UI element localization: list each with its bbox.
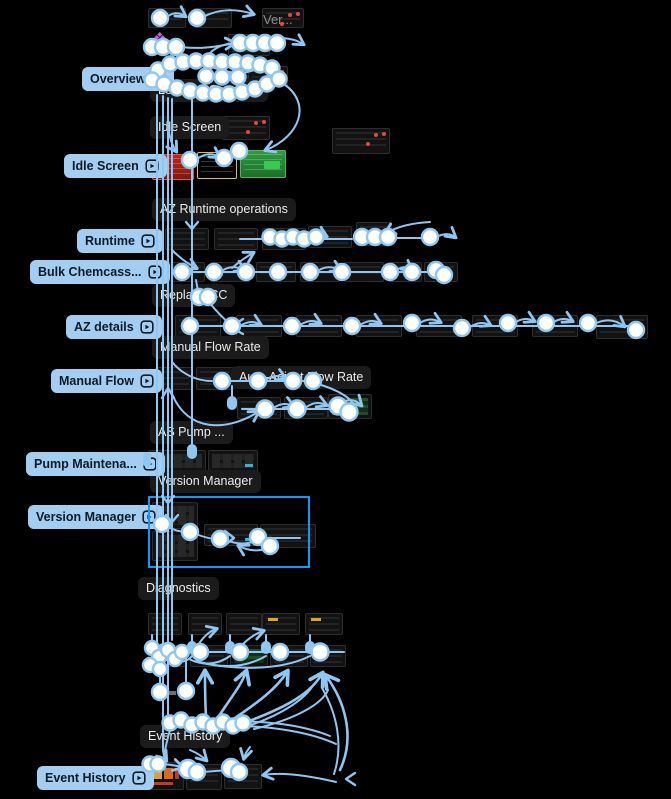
- frame-title[interactable]: ...: [170, 33, 181, 47]
- section-label-manual-flow-rate[interactable]: Manual Flow Rate: [152, 336, 269, 359]
- screen-thumbnail[interactable]: [472, 315, 518, 337]
- screen-thumbnail[interactable]: [148, 613, 182, 635]
- component-icon: ❖: [153, 30, 167, 47]
- screen-thumbnail[interactable]: [148, 645, 186, 667]
- screen-thumbnail[interactable]: [262, 8, 304, 28]
- mini-content-dot: [180, 691, 184, 695]
- flow-badge-pump-maintenance[interactable]: Pump Maintena...: [26, 452, 165, 476]
- screen-thumbnail[interactable]: [532, 315, 578, 337]
- flow-badge-version-manager[interactable]: Version Manager: [28, 505, 165, 529]
- screen-thumbnail[interactable]: [148, 8, 186, 28]
- screen-thumbnail[interactable]: [296, 315, 342, 337]
- section-label-auto-adjust-flow-rate[interactable]: Auto-Adjust Flow Rate: [231, 366, 372, 389]
- flow-badge-label: Pump Maintena...: [34, 456, 137, 471]
- screen-thumbnail[interactable]: [300, 262, 340, 282]
- flow-badge-label: Version Manager: [36, 509, 137, 524]
- screen-thumbnail[interactable]: [186, 764, 222, 790]
- flow-icon: [140, 320, 154, 334]
- flow-icon: [151, 72, 166, 86]
- flow-badge-label: Overview: [90, 71, 146, 86]
- section-label-replace-cc[interactable]: Replace CC: [152, 284, 236, 307]
- flow-badge-event-history[interactable]: Event History: [37, 766, 154, 790]
- screen-thumbnail[interactable]: [310, 645, 346, 667]
- flow-icon: [143, 457, 157, 471]
- flow-badge-label: Manual Flow: [59, 373, 134, 388]
- section-label-as-pump[interactable]: AS Pump ...: [150, 421, 233, 444]
- screen-thumbnail[interactable]: [210, 262, 250, 282]
- selection-box: [148, 496, 310, 568]
- flow-badge-overview[interactable]: Overview: [82, 67, 174, 91]
- frame-title[interactable]: Ver...: [263, 12, 293, 27]
- flow-icon: [147, 265, 162, 279]
- screen-thumbnail[interactable]: [190, 645, 228, 667]
- screen-thumbnail[interactable]: [308, 226, 352, 248]
- flow-badge-runtime[interactable]: Runtime: [77, 229, 163, 253]
- flow-badge-label: Runtime: [85, 233, 135, 248]
- screen-thumbnail[interactable]: [188, 613, 222, 635]
- screen-thumbnail[interactable]: [332, 128, 390, 154]
- frame-title[interactable]: Ve: [168, 47, 183, 61]
- screen-thumbnail[interactable]: [328, 394, 372, 419]
- screen-thumbnail[interactable]: [165, 228, 209, 250]
- flow-badge-az-details[interactable]: AZ details: [66, 315, 162, 339]
- screen-thumbnail[interactable]: [416, 315, 462, 337]
- screen-thumbnail[interactable]: [236, 315, 282, 337]
- screen-thumbnail[interactable]: [226, 613, 262, 635]
- screen-thumbnail[interactable]: [208, 450, 258, 472]
- section-label-az-runtime-operations[interactable]: AZ Runtime operations: [152, 198, 296, 221]
- screen-thumbnail[interactable]: [222, 116, 270, 140]
- flow-badge-bulk-chemcass[interactable]: Bulk Chemcass...: [30, 260, 170, 284]
- screen-thumbnail[interactable]: [262, 228, 306, 250]
- flow-badge-label: AZ details: [74, 319, 134, 334]
- flow-badge-idle-screen[interactable]: Idle Screen: [64, 154, 167, 178]
- idle-screen-amber-thumbnail[interactable]: [197, 152, 237, 179]
- screen-thumbnail[interactable]: [356, 222, 392, 246]
- screen-thumbnail[interactable]: [305, 613, 343, 635]
- screen-thumbnail[interactable]: [262, 613, 300, 635]
- flow-badge-manual-flow[interactable]: Manual Flow: [51, 369, 162, 393]
- screen-thumbnail[interactable]: [214, 228, 258, 250]
- screen-thumbnail[interactable]: [196, 367, 234, 390]
- flow-badge-label: Event History: [45, 770, 126, 785]
- screen-thumbnail[interactable]: [230, 645, 268, 667]
- flow-icon: [131, 771, 146, 785]
- screen-thumbnail[interactable]: [194, 8, 232, 28]
- flow-icon: [140, 374, 154, 388]
- screen-thumbnail[interactable]: [356, 315, 402, 337]
- screen-thumbnail[interactable]: [228, 34, 270, 56]
- flow-icon: [141, 234, 155, 248]
- flow-icon: [145, 159, 159, 173]
- screen-thumbnail[interactable]: [596, 315, 648, 339]
- screen-thumbnail[interactable]: [224, 764, 262, 789]
- screen-thumbnail[interactable]: [175, 315, 221, 337]
- screen-thumbnail[interactable]: [344, 262, 384, 282]
- section-label-event-history[interactable]: Event History: [140, 725, 231, 748]
- screen-thumbnail[interactable]: [284, 397, 328, 419]
- flow-badge-label: Bulk Chemcass...: [38, 264, 142, 279]
- idle-screen-green-thumbnail[interactable]: [240, 150, 286, 178]
- screen-thumbnail[interactable]: [424, 262, 458, 282]
- screen-thumbnail[interactable]: [237, 397, 281, 419]
- screen-thumbnail[interactable]: [165, 262, 205, 282]
- section-label-diagnostics[interactable]: Diagnostics: [138, 577, 219, 600]
- mini-content-dash: [166, 691, 176, 695]
- screen-thumbnail[interactable]: [256, 262, 296, 282]
- flow-badge-label: Idle Screen: [72, 158, 139, 173]
- screen-thumbnail[interactable]: [388, 262, 422, 282]
- section-label-idle-screen[interactable]: Idle Screen: [150, 116, 230, 139]
- section-label-version-manager[interactable]: Version Manager: [150, 470, 261, 493]
- screen-thumbnail[interactable]: [270, 645, 308, 667]
